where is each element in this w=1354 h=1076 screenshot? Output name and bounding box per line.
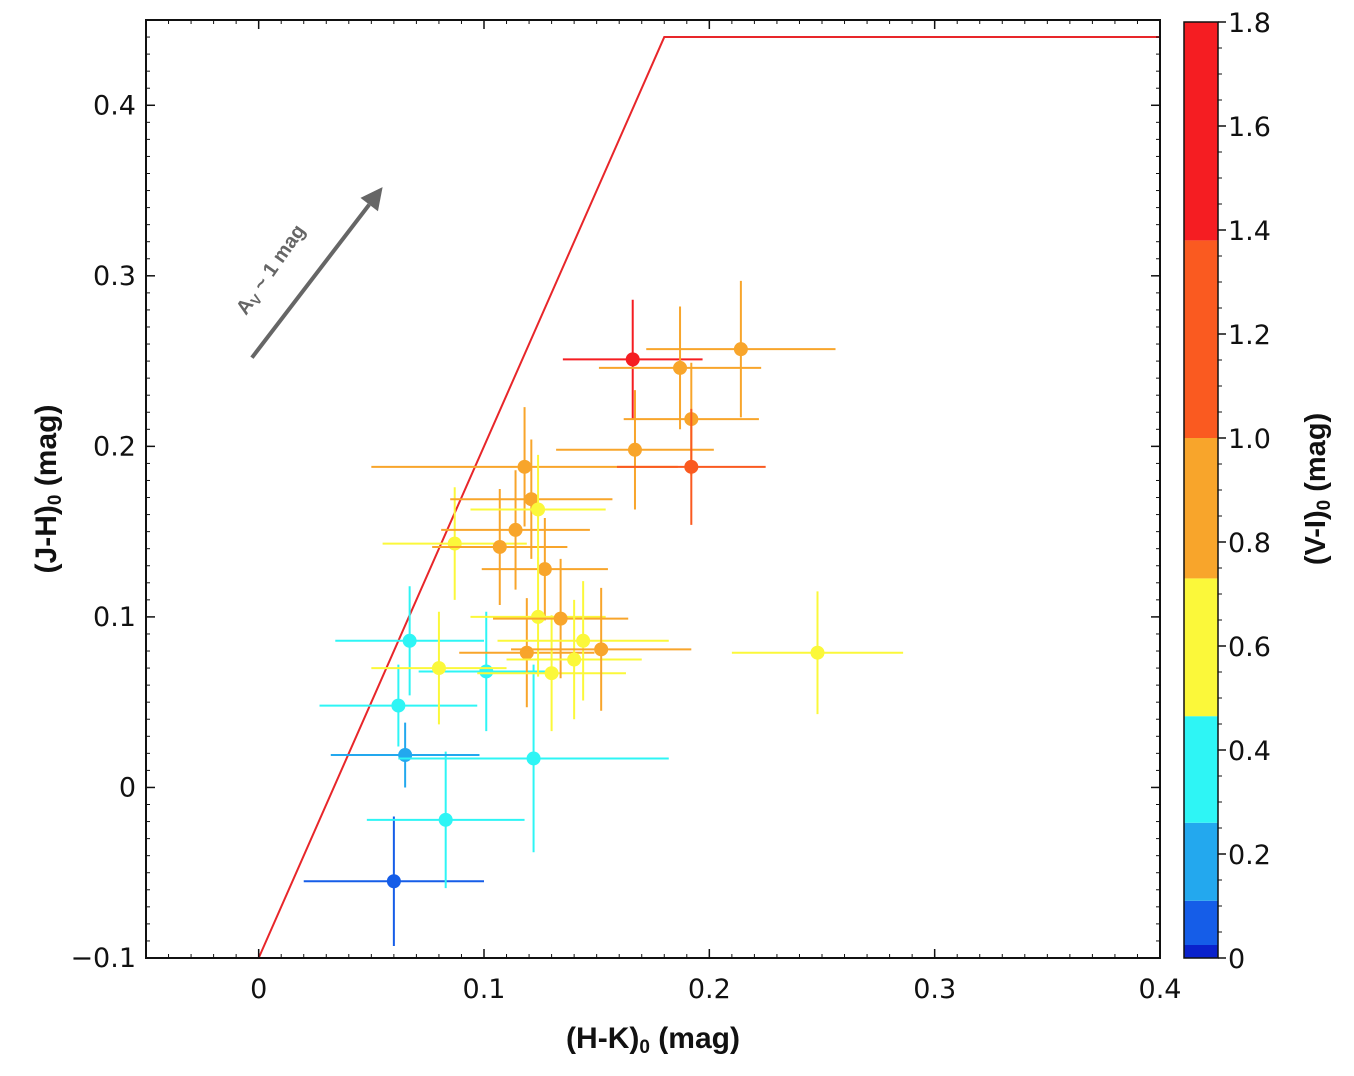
- data-point-24: [556, 390, 714, 510]
- data-point-15: [481, 517, 608, 621]
- point-marker: [386, 874, 401, 889]
- point-marker: [576, 633, 591, 648]
- plot-frame: [145, 19, 1161, 959]
- colorbar-segment-7: [1184, 240, 1218, 438]
- data-point-4: [319, 664, 478, 747]
- colorbar-segment-4: [1184, 716, 1218, 823]
- plot-area: [257, 36, 1160, 959]
- y-tick-label: 0.3: [93, 261, 136, 292]
- point-marker: [627, 442, 642, 457]
- point-marker: [479, 664, 494, 679]
- colorbar-tick-label: 1.2: [1228, 320, 1271, 351]
- data-point-22: [511, 587, 692, 711]
- data-point-8: [371, 611, 507, 725]
- arrow-head: [360, 187, 383, 212]
- data-point-19: [493, 558, 629, 679]
- point-marker: [438, 812, 453, 827]
- x-axis-title: (H-K)0 (mag): [566, 1022, 740, 1058]
- point-marker: [625, 352, 640, 367]
- y-tick-label: 0.2: [93, 431, 136, 462]
- y-tick-label: 0.1: [93, 602, 136, 633]
- colorbar-segment-8: [1184, 22, 1218, 241]
- x-tick-label: 0.2: [688, 974, 731, 1005]
- data-point-7: [398, 664, 669, 853]
- data-point-21: [497, 581, 669, 701]
- point-marker: [517, 459, 532, 474]
- data-point-29: [646, 280, 836, 418]
- point-marker: [733, 342, 748, 357]
- point-marker: [519, 645, 534, 660]
- colorbar-tick-label: 0.6: [1228, 632, 1271, 663]
- x-tick-label: 0.1: [463, 974, 506, 1005]
- colorbar: 0 0.2 0.4 0.6 0.8 1.0 1.2 1.4 1.6 1.8: [1183, 8, 1271, 975]
- colorbar-tick-label: 1.6: [1228, 112, 1271, 143]
- point-marker: [526, 751, 541, 766]
- data-point-1: [303, 816, 484, 947]
- x-tick-label: 0: [250, 974, 267, 1005]
- point-marker: [537, 562, 552, 577]
- colorbar-segment-2: [1184, 900, 1218, 945]
- colorbar-segment-6: [1184, 438, 1218, 579]
- boundary-line: [257, 36, 1160, 959]
- data-point-20: [506, 599, 642, 720]
- colorbar-tick-label: 0: [1228, 944, 1245, 975]
- data-point-28: [616, 408, 766, 525]
- point-marker: [531, 609, 546, 624]
- point-marker: [531, 502, 546, 517]
- point-marker: [553, 611, 568, 626]
- colorbar-title: (V-I)0 (mag): [1300, 413, 1335, 565]
- x-tick-label: 0.3: [913, 974, 956, 1005]
- point-marker: [684, 459, 699, 474]
- point-marker: [492, 539, 507, 554]
- data-point-2: [366, 751, 525, 889]
- colorbar-tick-label: 1.4: [1228, 216, 1271, 247]
- y-tick-label: 0: [119, 772, 136, 803]
- data-point-5: [335, 586, 484, 696]
- point-marker: [402, 633, 417, 648]
- y-tick-label: 0.4: [93, 90, 136, 121]
- point-marker: [431, 661, 446, 676]
- point-marker: [508, 522, 523, 537]
- point-marker: [447, 536, 462, 551]
- point-marker: [567, 652, 582, 667]
- point-marker: [398, 748, 413, 763]
- extinction-vector: [250, 187, 383, 359]
- data-point-26: [598, 306, 762, 430]
- point-marker: [544, 666, 559, 681]
- data-point-23: [731, 591, 904, 715]
- x-tick-label: 0.4: [1139, 974, 1182, 1005]
- colorbar-tick-label: 0.4: [1228, 736, 1271, 767]
- point-marker: [594, 642, 609, 657]
- colorbar-segment-3: [1184, 822, 1218, 901]
- point-marker: [391, 698, 406, 713]
- colorbar-segment-5: [1184, 578, 1218, 717]
- arrow-shaft: [250, 203, 371, 359]
- colorbar-tick-label: 0.8: [1228, 528, 1271, 559]
- colorbar-segment-1: [1184, 945, 1218, 958]
- colorbar-tick-label: 0.2: [1228, 840, 1271, 871]
- y-axis-title: (J-H)0 (mag): [30, 405, 66, 574]
- point-marker: [524, 492, 539, 507]
- data-point-14: [470, 454, 606, 565]
- y-tick-label: −0.1: [70, 943, 136, 974]
- colorbar-tick-label: 1.0: [1228, 424, 1271, 455]
- data-point-13: [450, 439, 613, 559]
- colorbar-tick-label: 1.8: [1228, 8, 1271, 39]
- point-marker: [810, 645, 825, 660]
- point-marker: [673, 360, 688, 375]
